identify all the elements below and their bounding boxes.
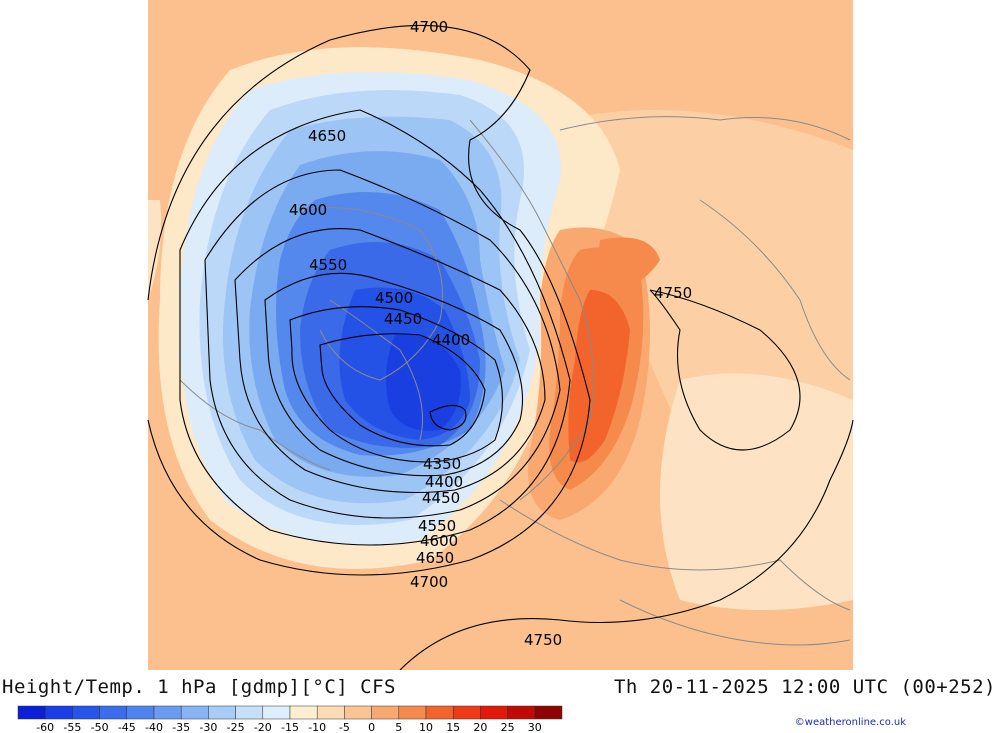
contour-label: 4700 [410, 18, 448, 36]
geopotential-temperature-map: 4700 4650 4600 4550 4500 4450 4400 4350 … [147, 0, 854, 670]
legend-tick-label: 5 [395, 721, 402, 733]
contour-label: 4550 [309, 256, 347, 274]
legend-ticks: -60 -55 -50 -45 -40 -35 -30 -25 -20 -15 -10 -5 0 5 10 1… [36, 721, 542, 733]
contour-label: 4650 [416, 549, 454, 567]
legend-swatch [316, 705, 345, 720]
contour-label: 4400 [425, 473, 463, 491]
legend-tick-label: -20 [254, 721, 272, 733]
legend-swatch [371, 705, 400, 720]
legend-tick-label: 30 [528, 721, 542, 733]
temperature-legend: -60 -55 -50 -45 -40 -35 -30 -25 -20 -15 -10 -5 0 5 10 1… [17, 705, 563, 733]
legend-swatch [425, 705, 454, 720]
contour-label: 4400 [432, 331, 470, 349]
legend-tick-label: -30 [199, 721, 217, 733]
legend-swatch [126, 705, 155, 720]
contour-label: 4600 [420, 532, 458, 550]
contour-label: 4450 [384, 310, 422, 328]
legend-swatch [289, 705, 318, 720]
coastlines [179, 116, 851, 646]
legend-tick-label: 25 [501, 721, 515, 733]
legend-swatch [17, 705, 46, 720]
contour-label: 4450 [422, 489, 460, 507]
legend-tick-label: 0 [368, 721, 375, 733]
legend-swatch [398, 705, 427, 720]
legend-tick-label: -10 [308, 721, 326, 733]
map-title: Height/Temp. 1 hPa [gdmp][°C] CFS [2, 676, 396, 698]
legend-tick-label: -15 [281, 721, 299, 733]
legend-swatch [180, 705, 209, 720]
legend-swatch [534, 705, 563, 720]
legend-tick-label: -60 [36, 721, 54, 733]
legend-swatch [99, 705, 128, 720]
contour-label: 4500 [375, 289, 413, 307]
valid-time: Th 20-11-2025 12:00 UTC (00+252) [613, 676, 996, 698]
legend-swatch [235, 705, 264, 720]
legend-swatch [153, 705, 182, 720]
temp-warm-5 [568, 290, 630, 463]
legend-tick-label: -5 [339, 721, 350, 733]
legend-tick-label: -35 [172, 721, 190, 733]
warm-patch-east [660, 373, 853, 610]
contour-label: 4750 [524, 631, 562, 649]
legend-tick-label: -50 [91, 721, 109, 733]
legend-tick-label: 20 [473, 721, 487, 733]
legend-tick-label: -55 [63, 721, 81, 733]
legend-tick-label: -25 [227, 721, 245, 733]
contour-label: 4350 [423, 455, 461, 473]
contour-label: 4600 [289, 201, 327, 219]
legend-swatch [72, 705, 100, 720]
legend-tick-label: -40 [145, 721, 163, 733]
legend-tick-label: 15 [446, 721, 460, 733]
contour-label: 4750 [654, 284, 692, 302]
legend-swatch [480, 705, 508, 720]
contour-label: 4700 [410, 573, 448, 591]
legend-swatch [44, 705, 73, 720]
legend-swatch [262, 705, 291, 720]
contour-label: 4650 [308, 127, 346, 145]
legend-swatch [344, 705, 372, 720]
legend-swatches [17, 705, 563, 720]
credit-link[interactable]: ©weatheronline.co.uk [794, 717, 906, 728]
legend-swatch [208, 705, 236, 720]
legend-tick-label: 10 [419, 721, 433, 733]
contour-labels: 4700 4650 4600 4550 4500 4450 4400 4350 … [289, 18, 692, 649]
contour-label: 4550 [418, 517, 456, 535]
legend-swatch [507, 705, 536, 720]
height-contours [147, 24, 854, 670]
legend-tick-label: -45 [118, 721, 136, 733]
temp-warm-sw [598, 237, 660, 290]
warm-patch [560, 110, 853, 448]
legend-swatch [452, 705, 481, 720]
